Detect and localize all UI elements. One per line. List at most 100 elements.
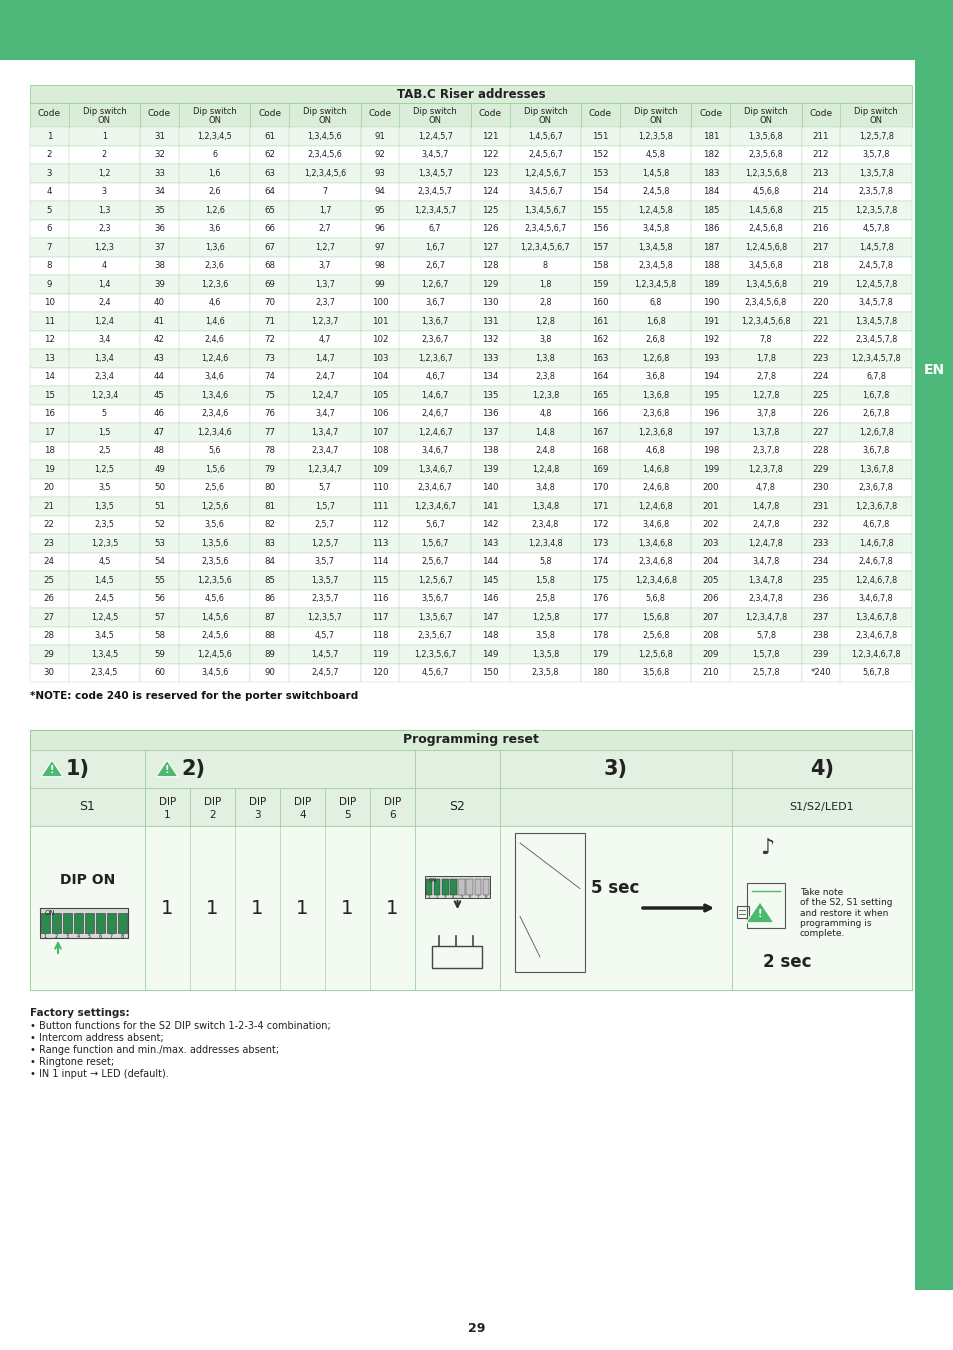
Text: 1,2,7,8: 1,2,7,8 [752, 390, 779, 400]
Text: 1,3,5,6,7: 1,3,5,6,7 [417, 613, 452, 622]
Text: 1,2,4,6,7,8: 1,2,4,6,7,8 [854, 575, 896, 585]
Text: 145: 145 [481, 575, 498, 585]
Text: 28: 28 [44, 632, 54, 640]
Text: 1,5,6,7: 1,5,6,7 [421, 539, 448, 548]
Text: Code: Code [368, 108, 391, 117]
Text: 1,2,3,4: 1,2,3,4 [91, 390, 118, 400]
Bar [471, 571, 580, 590]
Bar [118, 913, 127, 933]
Text: ON: ON [45, 910, 55, 917]
Text: 1: 1 [386, 899, 398, 918]
Text: Code: Code [809, 108, 832, 117]
Text: 19: 19 [44, 464, 54, 474]
Text: 2,3,5,7,8: 2,3,5,7,8 [858, 188, 893, 196]
Bar [471, 552, 580, 571]
Text: ON: ON [538, 116, 552, 124]
Bar [30, 663, 140, 682]
Text: 131: 131 [481, 317, 498, 325]
Bar [140, 182, 251, 201]
Text: ♪: ♪ [760, 838, 773, 859]
Bar [251, 626, 360, 645]
Text: 1,2,3,4,5,7,8: 1,2,3,4,5,7,8 [850, 354, 900, 363]
Text: 52: 52 [153, 520, 165, 529]
Bar [580, 163, 691, 182]
Text: 186: 186 [701, 224, 719, 234]
Text: 9: 9 [47, 279, 51, 289]
Bar [360, 182, 471, 201]
Text: 5,6,7,8: 5,6,7,8 [862, 668, 889, 678]
Text: 6,7,8: 6,7,8 [865, 373, 885, 381]
Text: 1,3,4,6,7,8: 1,3,4,6,7,8 [854, 613, 896, 622]
Bar [471, 256, 580, 275]
Text: 8: 8 [47, 262, 52, 270]
Text: 76: 76 [264, 409, 275, 418]
Text: 98: 98 [375, 262, 385, 270]
Text: 139: 139 [481, 464, 498, 474]
Bar [801, 663, 911, 682]
Text: 2,4,5,6: 2,4,5,6 [201, 632, 228, 640]
Bar [251, 497, 360, 516]
Bar [140, 220, 251, 238]
Bar [580, 238, 691, 256]
Text: 1,3,5,6,8: 1,3,5,6,8 [748, 132, 782, 140]
Bar [251, 441, 360, 460]
Text: • Intercom address absent;: • Intercom address absent; [30, 1033, 164, 1044]
Text: • Button functions for the S2 DIP switch 1-2-3-4 combination;: • Button functions for the S2 DIP switch… [30, 1021, 331, 1031]
Text: 1,4,6,8: 1,4,6,8 [641, 464, 669, 474]
Text: 227: 227 [812, 428, 828, 437]
Text: 88: 88 [264, 632, 275, 640]
Text: 2,5,6,7: 2,5,6,7 [421, 558, 449, 566]
Text: 3,6,7,8: 3,6,7,8 [862, 447, 889, 455]
Text: 202: 202 [701, 520, 719, 529]
Text: 117: 117 [372, 613, 388, 622]
Bar [471, 423, 580, 441]
Bar [251, 478, 360, 497]
Text: 22: 22 [44, 520, 54, 529]
Text: 185: 185 [701, 205, 719, 215]
Text: 85: 85 [264, 575, 275, 585]
Text: ON: ON [648, 116, 661, 124]
Text: 1,2,3,4,7,8: 1,2,3,4,7,8 [744, 613, 786, 622]
Text: ON: ON [429, 878, 436, 883]
Text: 6: 6 [47, 224, 52, 234]
Text: 14: 14 [44, 373, 54, 381]
Text: 77: 77 [264, 428, 275, 437]
Bar [580, 386, 691, 405]
Text: 70: 70 [264, 298, 275, 308]
Text: 1,4: 1,4 [98, 279, 111, 289]
Text: 100: 100 [372, 298, 388, 308]
Text: 4,5,7: 4,5,7 [314, 632, 335, 640]
Bar [30, 331, 140, 350]
Text: 178: 178 [592, 632, 608, 640]
Text: 130: 130 [481, 298, 498, 308]
Text: 1,2,3,6,8: 1,2,3,6,8 [638, 428, 672, 437]
Text: 1,2,4,5,6: 1,2,4,5,6 [197, 649, 232, 659]
Text: 2,5: 2,5 [98, 447, 111, 455]
Bar [96, 913, 105, 933]
Bar [580, 405, 691, 423]
Bar [580, 275, 691, 293]
Bar [731, 788, 911, 826]
Text: 4: 4 [77, 933, 80, 938]
Text: 3,5,6: 3,5,6 [205, 520, 224, 529]
Text: 143: 143 [481, 539, 498, 548]
Text: ON: ON [318, 116, 331, 124]
Text: 2,4,5,7: 2,4,5,7 [311, 668, 338, 678]
Bar [140, 626, 251, 645]
Text: 48: 48 [153, 447, 165, 455]
Text: 154: 154 [592, 188, 608, 196]
Text: 1,2,4: 1,2,4 [94, 317, 114, 325]
Text: 197: 197 [701, 428, 719, 437]
Bar [251, 293, 360, 312]
Text: 1,3,5,6: 1,3,5,6 [201, 539, 228, 548]
Text: 219: 219 [812, 279, 828, 289]
Bar [499, 826, 731, 990]
Bar [801, 163, 911, 182]
Bar [801, 608, 911, 626]
Text: 1,3,4,5,6: 1,3,4,5,6 [307, 132, 342, 140]
Text: 17: 17 [44, 428, 54, 437]
Text: 1,2,6,7,8: 1,2,6,7,8 [858, 428, 893, 437]
Text: 2,3,4,8: 2,3,4,8 [531, 520, 558, 529]
Text: 53: 53 [153, 539, 165, 548]
Bar [691, 350, 801, 367]
